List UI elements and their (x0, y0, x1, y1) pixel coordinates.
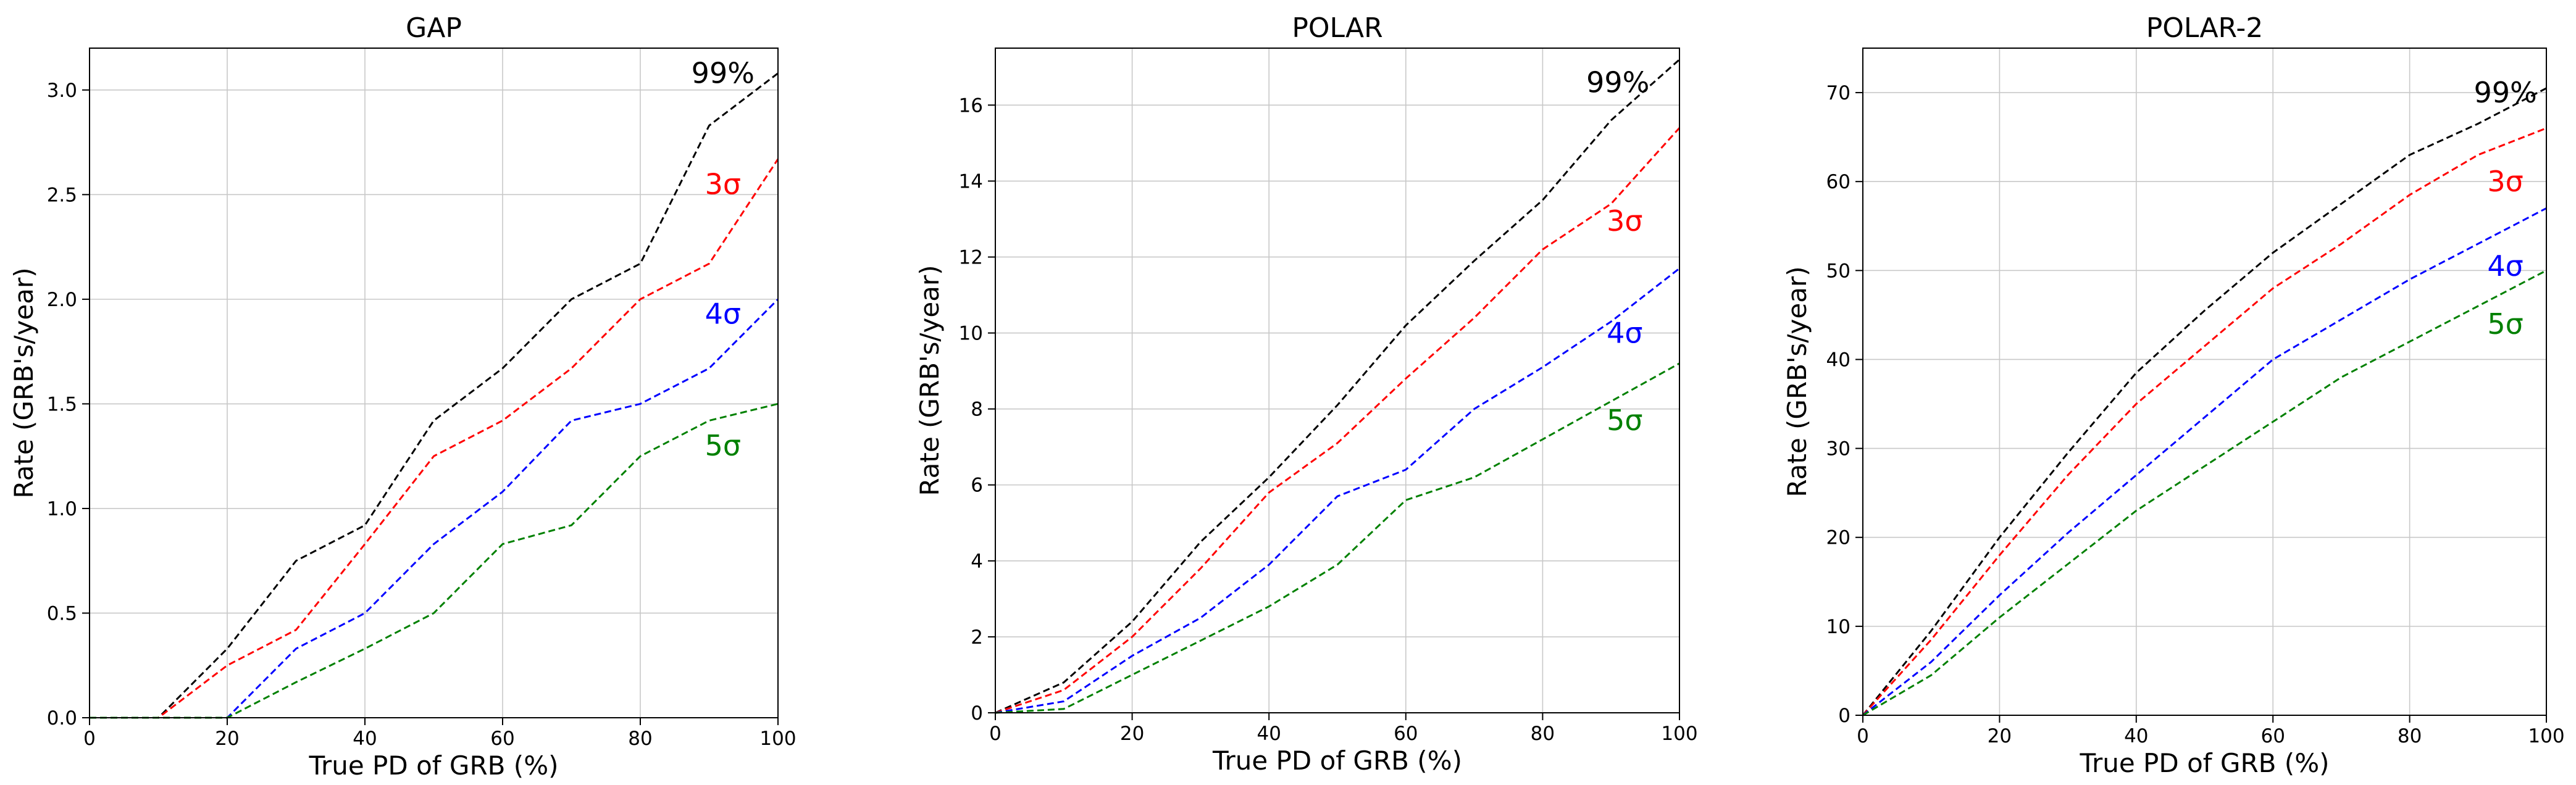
x-tick-label: 80 (628, 728, 652, 750)
series-label-2: 3σ (705, 167, 741, 201)
series-line-2 (1862, 127, 2547, 716)
series-line-4 (995, 362, 1680, 714)
x-tick-label: 20 (1988, 725, 2012, 747)
series-label-2: 3σ (1607, 204, 1642, 238)
y-tick-label: 50 (1826, 260, 1850, 282)
x-tick-label: 40 (2124, 725, 2148, 747)
x-tick-label: 100 (759, 728, 796, 750)
y-tick-label: 16 (959, 94, 983, 117)
series-label-2: 3σ (2487, 165, 2523, 198)
chart-title: POLAR-2 (2146, 12, 2263, 44)
series-label-3: 4σ (2487, 249, 2523, 283)
y-tick-label: 14 (959, 170, 983, 193)
x-tick-label: 20 (1120, 723, 1144, 745)
y-tick-label: 20 (1826, 527, 1850, 549)
series-line-2 (995, 127, 1681, 714)
y-tick-label: 0 (1838, 705, 1850, 727)
y-tick-label: 0.0 (47, 707, 77, 729)
y-tick-label: 2.5 (47, 184, 77, 206)
y-tick-label: 60 (1826, 171, 1850, 193)
chart-title: POLAR (1292, 12, 1382, 44)
y-tick-label: 10 (1826, 616, 1850, 638)
y-tick-label: 3.0 (47, 80, 77, 102)
x-tick-label: 100 (1661, 723, 1697, 745)
y-tick-label: 2 (971, 626, 983, 649)
series-line-3 (1862, 207, 2547, 716)
x-tick-label: 60 (490, 728, 514, 750)
axes-frame (89, 48, 779, 718)
series-label-4: 5σ (2487, 307, 2523, 341)
y-tick-label: 70 (1826, 82, 1850, 104)
series-line-1 (90, 72, 779, 719)
x-tick-label: 80 (1531, 723, 1555, 745)
y-tick-label: 6 (971, 475, 983, 497)
series-line-2 (90, 158, 779, 719)
chart-panel-2: 0 20 40 60 80 100 0 2 4 6 8 10 12 14 16 POLAR True PD of… (914, 12, 1698, 776)
y-tick-label: 0 (971, 702, 983, 725)
x-axis-label: True PD of GRB (%) (309, 750, 559, 781)
x-tick-label: 60 (1394, 723, 1418, 745)
series-line-4 (1862, 269, 2547, 716)
y-axis-label: Rate (GRB's/year) (9, 267, 39, 498)
y-tick-label: 1.0 (47, 498, 77, 520)
x-tick-label: 60 (2260, 725, 2285, 747)
series-line-3 (90, 298, 779, 719)
y-tick-label: 2.0 (47, 289, 77, 311)
x-tick-label: 0 (989, 723, 1002, 745)
x-axis-label: True PD of GRB (%) (1212, 746, 1462, 776)
series-label-3: 4σ (1607, 317, 1642, 350)
x-axis-label: True PD of GRB (%) (2080, 748, 2330, 778)
y-tick-label: 10 (959, 323, 983, 345)
x-tick-label: 80 (2398, 725, 2422, 747)
x-tick-label: 20 (215, 728, 239, 750)
y-axis-label: Rate (GRB's/year) (1782, 266, 1812, 497)
y-axis-label: Rate (GRB's/year) (914, 265, 945, 496)
series-label-4: 5σ (1607, 404, 1642, 437)
chart-panel-3: 0 20 40 60 80 100 0 10 20 30 40 50 60 70 POLAR-2 True P… (1782, 12, 2565, 778)
y-tick-label: 4 (971, 550, 983, 573)
series-label-4: 5σ (705, 429, 741, 462)
series-line-3 (995, 267, 1680, 714)
series-line-1 (995, 59, 1680, 714)
x-tick-label: 40 (1257, 723, 1281, 745)
y-tick-label: 30 (1826, 438, 1850, 460)
y-tick-label: 0.5 (47, 602, 77, 625)
y-tick-label: 12 (959, 246, 983, 268)
axes-frame (1862, 48, 2547, 716)
x-tick-label: 40 (353, 728, 377, 750)
chart-title: GAP (406, 12, 462, 44)
y-tick-label: 8 (971, 399, 983, 421)
series-line-1 (1862, 87, 2547, 716)
x-tick-label: 0 (83, 728, 96, 750)
series-label-1: 99% (1586, 65, 1649, 99)
series-label-1: 99% (692, 57, 755, 90)
series-label-1: 99% (2474, 76, 2536, 109)
axes-frame (995, 48, 1680, 713)
x-tick-label: 100 (2528, 725, 2564, 747)
series-line-4 (90, 402, 779, 719)
x-tick-label: 0 (1857, 725, 1869, 747)
y-tick-label: 1.5 (47, 393, 77, 415)
y-tick-label: 40 (1826, 349, 1850, 371)
chart-panel-1: 0 20 40 60 80 100 0.0 0.5 1.0 1.5 2.0 2.5 3.0 GAP True… (9, 12, 797, 781)
series-label-3: 4σ (705, 297, 741, 331)
